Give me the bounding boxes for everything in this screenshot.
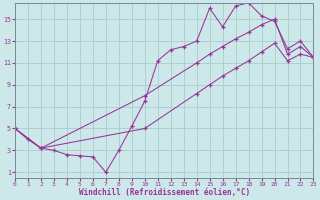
X-axis label: Windchill (Refroidissement éolien,°C): Windchill (Refroidissement éolien,°C)	[79, 188, 250, 197]
